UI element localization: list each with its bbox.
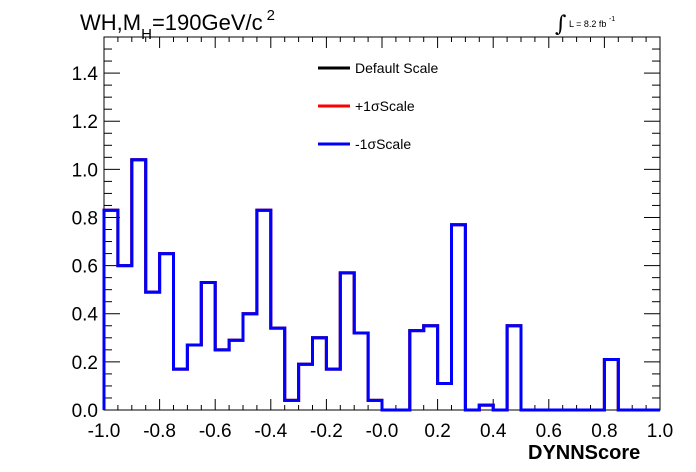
luminosity-exponent: -1 [608, 16, 616, 23]
legend-label-0: Default Scale [355, 60, 438, 76]
title-main-text: WH,M [80, 10, 142, 35]
x-tick-label: 0.8 [591, 421, 617, 442]
x-tick-label: -0.0 [366, 421, 399, 442]
y-tick-label: 0.2 [72, 353, 98, 374]
luminosity-text: L = 8.2 fb [568, 19, 607, 29]
x-tick-label: -0.6 [199, 421, 232, 442]
legend-label-1: +1σScale [355, 98, 415, 114]
legend-label-2: -1σScale [355, 136, 411, 152]
y-tick-label: 0.0 [72, 401, 98, 422]
x-tick-label: -0.2 [310, 421, 343, 442]
y-tick-label: 1.0 [72, 160, 98, 181]
tick-labels: -1.0 -0.8 -0.6 -0.4 -0.2 -0.0 0.2 0.4 0.6 0.8 1.0 0… [72, 64, 674, 442]
plot-title: WH,MH=190GeV/c 2 [80, 7, 275, 43]
series-layer [102, 158, 660, 412]
y-tick-label: 0.4 [72, 305, 99, 326]
x-tick-label: -0.4 [254, 421, 287, 442]
x-tick-label: -0.8 [143, 421, 176, 442]
series-line-0 [102, 158, 660, 412]
x-tick-label: 0.2 [424, 421, 450, 442]
y-tick-label: 1.4 [72, 64, 99, 85]
series-line-2 [102, 158, 660, 412]
x-tick-label: 0.6 [536, 421, 562, 442]
y-tick-label: 1.2 [72, 112, 98, 133]
series-line-1 [102, 158, 660, 412]
title-rest-text: =190GeV/c [151, 10, 263, 35]
x-tick-label: 0.4 [480, 421, 507, 442]
y-tick-label: 0.6 [72, 257, 98, 278]
title-superscript: 2 [266, 7, 275, 24]
x-tick-label: 1.0 [647, 421, 673, 442]
x-axis-label: DYNNScore [528, 442, 641, 464]
title-subscript: H [141, 26, 152, 43]
luminosity-label: ∫ L = 8.2 fb -1 [555, 8, 616, 37]
y-tick-label: 0.8 [72, 208, 98, 229]
x-tick-label: -1.0 [88, 421, 121, 442]
legend: Default Scale +1σScale -1σScale [318, 60, 438, 152]
integral-symbol: ∫ [555, 12, 567, 37]
